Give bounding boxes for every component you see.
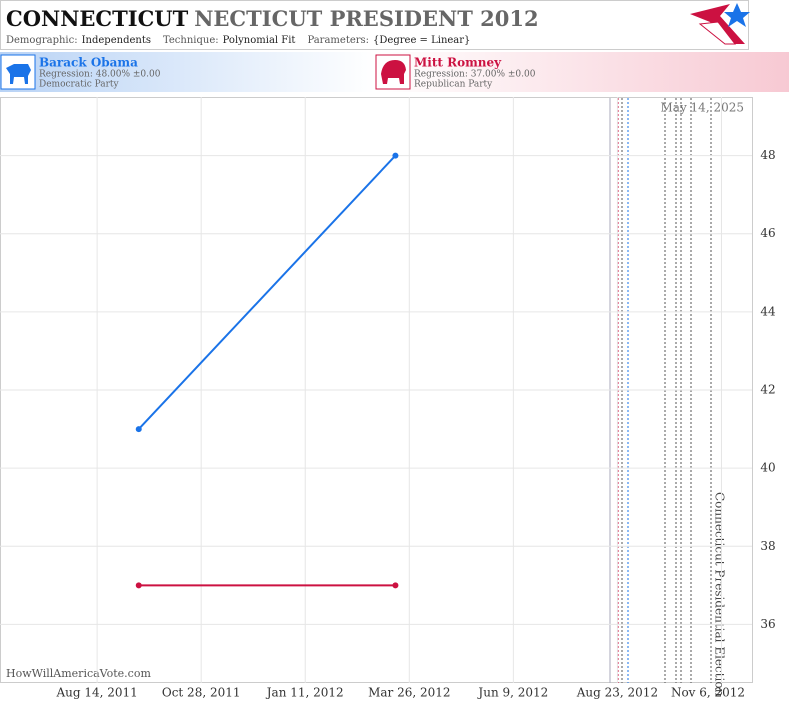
donkey xyxy=(6,64,31,84)
header-box xyxy=(0,0,749,50)
series-line xyxy=(138,154,397,430)
info-line: Demographic: Independents Technique: Polyno… xyxy=(6,35,470,46)
x-tick-label: Nov 6, 2012 xyxy=(671,686,745,700)
info-value: Polynomial Fit xyxy=(223,35,296,46)
x-tick-label: Mar 26, 2012 xyxy=(368,686,450,700)
x-tick-label: Oct 28, 2011 xyxy=(162,686,241,700)
info-label: Technique: xyxy=(163,35,219,46)
date-stamp: May 14, 2025 xyxy=(661,101,744,115)
event-label: Connecticut Presidential Election xyxy=(713,492,727,697)
legend-party: Republican Party xyxy=(414,80,493,90)
y-tick-label: 48 xyxy=(760,148,775,162)
source: HowWillAmericaVote.com xyxy=(6,667,151,680)
y-tick-label: 42 xyxy=(760,383,775,397)
info-value: Independents xyxy=(82,35,151,46)
info-value: {Degree = Linear} xyxy=(373,35,470,46)
info-label: Demographic: xyxy=(6,35,78,46)
y-tick-label: 36 xyxy=(760,617,775,631)
point xyxy=(392,582,399,589)
legend-regression: Regression: 37.00% ±0.00 xyxy=(414,70,536,80)
y-tick-label: 46 xyxy=(760,226,775,240)
legend-card-bg xyxy=(0,52,375,92)
y-tick-label: 38 xyxy=(760,539,775,553)
point xyxy=(135,426,142,433)
point xyxy=(135,582,142,589)
legend-name: Mitt Romney xyxy=(414,56,502,70)
info-label: Parameters: xyxy=(307,35,369,46)
y-tick-label: 44 xyxy=(760,304,776,318)
x-tick-label: Aug 14, 2011 xyxy=(55,686,137,700)
legend-party: Democratic Party xyxy=(39,80,120,90)
x-tick-label: Aug 23, 2012 xyxy=(576,686,658,700)
elephant xyxy=(381,60,406,84)
title-main: CONNECTICUT xyxy=(6,6,189,31)
legend-card-bg xyxy=(375,52,789,92)
x-tick-label: Jun 9, 2012 xyxy=(476,686,548,700)
legend-name: Barack Obama xyxy=(39,56,138,70)
title-suffix: NECTICUT PRESIDENT 2012 xyxy=(194,6,538,31)
x-tick-label: Jan 11, 2012 xyxy=(265,686,344,700)
point xyxy=(392,152,399,159)
y-tick-label: 40 xyxy=(760,461,775,475)
chart-title: CONNECTICUT NECTICUT PRESIDENT 2012 xyxy=(6,6,539,31)
legend-regression: Regression: 48.00% ±0.00 xyxy=(39,70,161,80)
logo xyxy=(690,3,750,45)
